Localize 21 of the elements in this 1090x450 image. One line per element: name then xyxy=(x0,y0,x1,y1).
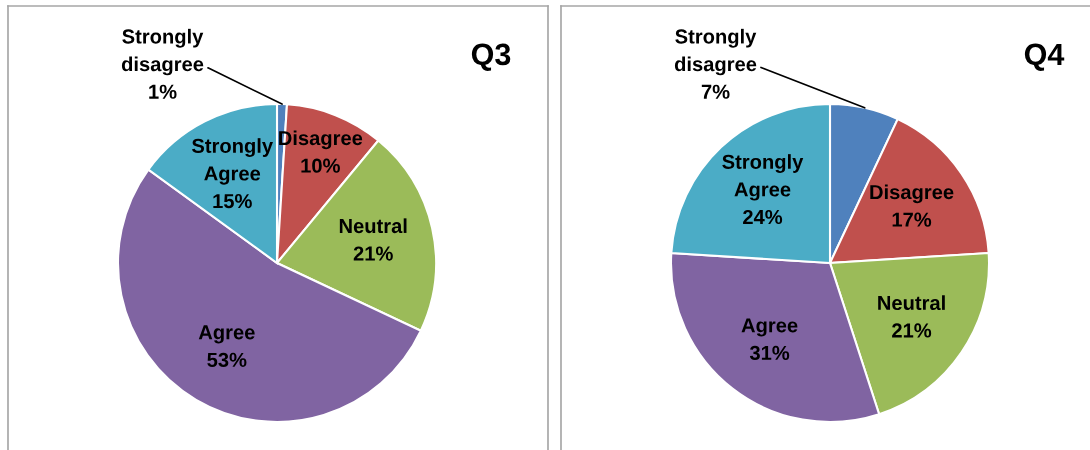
data-label: 1% xyxy=(149,84,177,99)
data-label: 21% xyxy=(353,246,393,261)
data-label: 7% xyxy=(701,84,730,99)
data-label: 21% xyxy=(892,323,932,338)
data-label: 24% xyxy=(743,209,783,225)
data-label: 31% xyxy=(749,345,790,361)
data-label: 15% xyxy=(213,193,252,209)
slice-label: Neutral xyxy=(339,218,407,234)
slice-label: Agree xyxy=(198,325,255,344)
data-label: 53% xyxy=(207,352,247,368)
chart-title: Q4 xyxy=(1024,43,1065,71)
slice-label: Strongly Agree xyxy=(191,138,273,185)
slice-label: Agree xyxy=(741,318,798,337)
slice-label: Strongly disagree xyxy=(674,28,757,76)
slice-label: Strongly Agree xyxy=(722,154,804,201)
data-label: 17% xyxy=(892,212,932,227)
slice-label: Disagree xyxy=(870,184,954,204)
slice-label: Neutral xyxy=(878,295,945,311)
chart-title: Q3 xyxy=(471,43,511,71)
slice-label: Strongly disagree xyxy=(121,28,204,76)
data-label: 10% xyxy=(301,158,340,173)
